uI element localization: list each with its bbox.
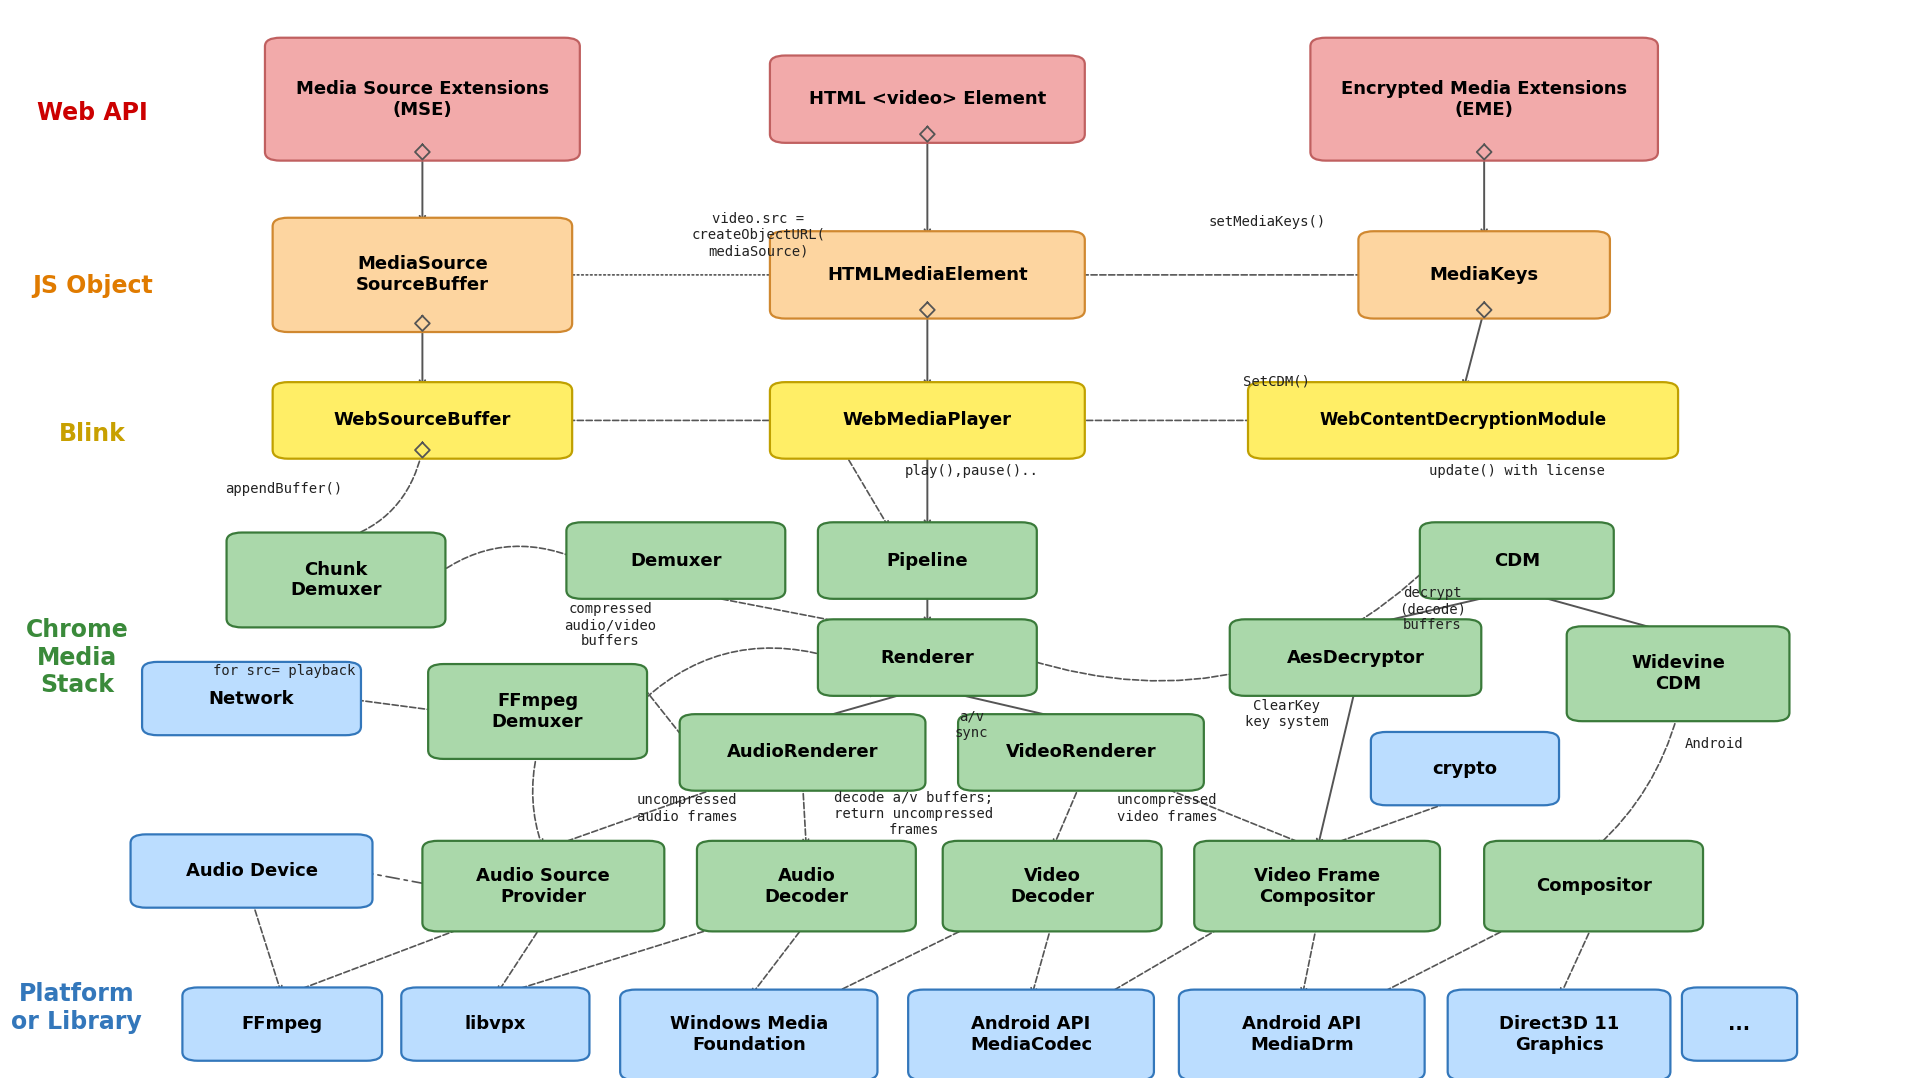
Text: MediaSource
SourceBuffer: MediaSource SourceBuffer bbox=[355, 255, 490, 294]
Text: Android API
MediaDrm: Android API MediaDrm bbox=[1242, 1015, 1361, 1054]
Text: SetCDM(): SetCDM() bbox=[1244, 375, 1309, 388]
Text: Blink: Blink bbox=[60, 423, 125, 446]
Text: Video
Decoder: Video Decoder bbox=[1010, 867, 1094, 906]
Text: uncompressed
video frames: uncompressed video frames bbox=[1117, 793, 1217, 824]
Text: compressed
audio/video
buffers: compressed audio/video buffers bbox=[564, 602, 657, 649]
Text: Demuxer: Demuxer bbox=[630, 552, 722, 569]
FancyBboxPatch shape bbox=[273, 218, 572, 332]
Text: update() with license: update() with license bbox=[1428, 465, 1605, 478]
Text: appendBuffer(): appendBuffer() bbox=[225, 483, 344, 496]
FancyBboxPatch shape bbox=[1248, 383, 1678, 459]
Text: Platform
or Library: Platform or Library bbox=[12, 982, 142, 1034]
FancyBboxPatch shape bbox=[770, 232, 1085, 319]
FancyBboxPatch shape bbox=[908, 990, 1154, 1078]
FancyBboxPatch shape bbox=[428, 664, 647, 759]
Text: HTMLMediaElement: HTMLMediaElement bbox=[828, 266, 1027, 284]
Text: HTML <video> Element: HTML <video> Element bbox=[808, 91, 1046, 108]
Text: CDM: CDM bbox=[1494, 552, 1540, 569]
Text: Pipeline: Pipeline bbox=[887, 552, 968, 569]
FancyBboxPatch shape bbox=[943, 841, 1162, 931]
Text: a/v
sync: a/v sync bbox=[954, 709, 989, 740]
FancyBboxPatch shape bbox=[1682, 987, 1797, 1061]
FancyBboxPatch shape bbox=[273, 383, 572, 459]
FancyBboxPatch shape bbox=[680, 714, 925, 791]
Text: crypto: crypto bbox=[1432, 760, 1498, 777]
Text: FFmpeg: FFmpeg bbox=[242, 1015, 323, 1033]
Text: decrypt
(decode)
buffers: decrypt (decode) buffers bbox=[1400, 585, 1465, 633]
Text: Network: Network bbox=[209, 690, 294, 707]
Text: Chrome
Media
Stack: Chrome Media Stack bbox=[25, 618, 129, 697]
Text: FFmpeg
Demuxer: FFmpeg Demuxer bbox=[492, 692, 584, 731]
Text: decode a/v buffers;
return uncompressed
frames: decode a/v buffers; return uncompressed … bbox=[835, 790, 993, 838]
Text: ClearKey
key system: ClearKey key system bbox=[1244, 699, 1329, 729]
Text: Compositor: Compositor bbox=[1536, 877, 1651, 895]
Text: setMediaKeys(): setMediaKeys() bbox=[1208, 216, 1327, 229]
Text: Windows Media
Foundation: Windows Media Foundation bbox=[670, 1015, 828, 1054]
Text: Android API
MediaCodec: Android API MediaCodec bbox=[970, 1015, 1092, 1054]
FancyBboxPatch shape bbox=[1179, 990, 1425, 1078]
Text: AudioRenderer: AudioRenderer bbox=[728, 744, 877, 761]
Text: Widevine
CDM: Widevine CDM bbox=[1632, 654, 1724, 693]
FancyBboxPatch shape bbox=[1194, 841, 1440, 931]
Text: Web API: Web API bbox=[36, 101, 148, 125]
Text: MediaKeys: MediaKeys bbox=[1430, 266, 1538, 284]
Text: VideoRenderer: VideoRenderer bbox=[1006, 744, 1156, 761]
Text: play(),pause()..: play(),pause().. bbox=[904, 465, 1039, 478]
Text: Audio
Decoder: Audio Decoder bbox=[764, 867, 849, 906]
FancyBboxPatch shape bbox=[401, 987, 589, 1061]
Text: JS Object: JS Object bbox=[33, 274, 152, 298]
Text: Media Source Extensions
(MSE): Media Source Extensions (MSE) bbox=[296, 80, 549, 119]
FancyBboxPatch shape bbox=[1567, 626, 1789, 721]
Text: libvpx: libvpx bbox=[465, 1015, 526, 1033]
Text: uncompressed
audio frames: uncompressed audio frames bbox=[637, 793, 737, 824]
FancyBboxPatch shape bbox=[770, 383, 1085, 459]
Text: Audio Device: Audio Device bbox=[186, 862, 317, 880]
Text: WebContentDecryptionModule: WebContentDecryptionModule bbox=[1319, 412, 1607, 429]
Text: Audio Source
Provider: Audio Source Provider bbox=[476, 867, 611, 906]
FancyBboxPatch shape bbox=[227, 533, 445, 627]
Text: Renderer: Renderer bbox=[881, 649, 973, 666]
FancyBboxPatch shape bbox=[1421, 523, 1613, 599]
FancyBboxPatch shape bbox=[818, 619, 1037, 696]
Text: Video Frame
Compositor: Video Frame Compositor bbox=[1254, 867, 1380, 906]
Text: WebSourceBuffer: WebSourceBuffer bbox=[334, 412, 511, 429]
FancyBboxPatch shape bbox=[1309, 38, 1657, 161]
Text: AesDecryptor: AesDecryptor bbox=[1286, 649, 1425, 666]
FancyBboxPatch shape bbox=[1229, 619, 1482, 696]
FancyBboxPatch shape bbox=[770, 55, 1085, 142]
Text: Chunk
Demuxer: Chunk Demuxer bbox=[290, 561, 382, 599]
Text: Direct3D 11
Graphics: Direct3D 11 Graphics bbox=[1500, 1015, 1619, 1054]
FancyBboxPatch shape bbox=[620, 990, 877, 1078]
FancyBboxPatch shape bbox=[182, 987, 382, 1061]
Text: for src= playback: for src= playback bbox=[213, 664, 355, 677]
FancyBboxPatch shape bbox=[697, 841, 916, 931]
FancyBboxPatch shape bbox=[1448, 990, 1670, 1078]
FancyBboxPatch shape bbox=[818, 523, 1037, 599]
Text: WebMediaPlayer: WebMediaPlayer bbox=[843, 412, 1012, 429]
FancyBboxPatch shape bbox=[265, 38, 580, 161]
FancyBboxPatch shape bbox=[131, 834, 372, 908]
FancyBboxPatch shape bbox=[1484, 841, 1703, 931]
FancyBboxPatch shape bbox=[566, 523, 785, 599]
FancyBboxPatch shape bbox=[1359, 232, 1609, 319]
FancyBboxPatch shape bbox=[142, 662, 361, 735]
FancyBboxPatch shape bbox=[422, 841, 664, 931]
FancyBboxPatch shape bbox=[958, 714, 1204, 791]
Text: ...: ... bbox=[1728, 1014, 1751, 1034]
Text: video.src =
createObjectURL(
mediaSource): video.src = createObjectURL( mediaSource… bbox=[691, 211, 826, 259]
FancyBboxPatch shape bbox=[1371, 732, 1559, 805]
Text: Android: Android bbox=[1686, 737, 1743, 750]
Text: Encrypted Media Extensions
(EME): Encrypted Media Extensions (EME) bbox=[1340, 80, 1628, 119]
